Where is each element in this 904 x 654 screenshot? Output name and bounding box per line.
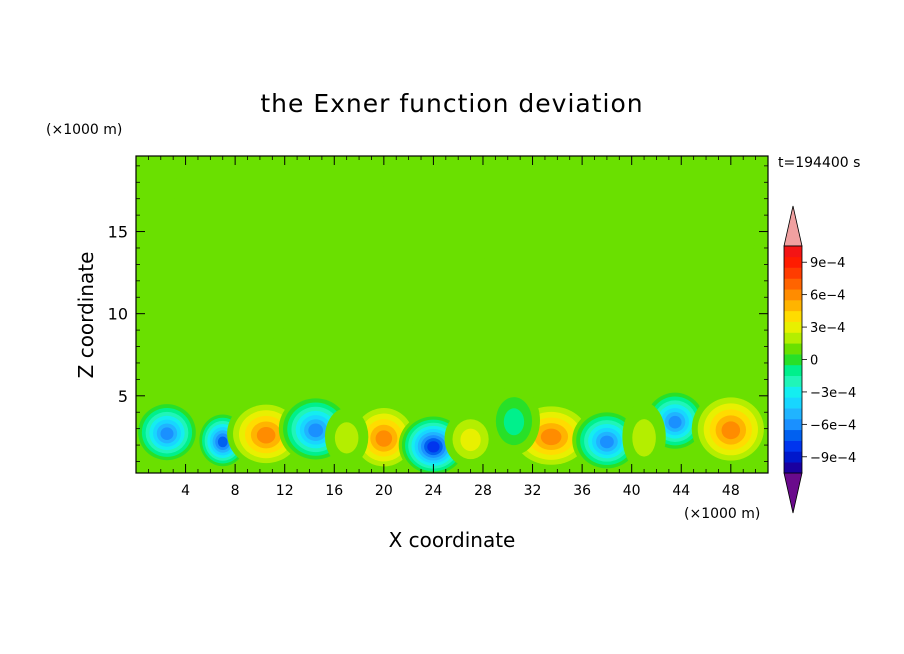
upper-band-3 (136, 303, 285, 340)
colorbar-swatch (784, 429, 802, 441)
cell-8-level-7 (599, 435, 614, 449)
y-tick-label: 5 (118, 387, 128, 406)
colorbar-label: −6e−4 (810, 418, 856, 433)
colorbar-swatch (784, 408, 802, 420)
x-tick-label: 24 (424, 483, 442, 499)
x-tick-label: 12 (276, 483, 294, 499)
cell-4-level-5 (375, 430, 393, 447)
colorbar-label: 6e−4 (810, 289, 845, 304)
cell-2-level-5 (256, 427, 276, 444)
cell-10 (691, 391, 768, 467)
cell-0 (136, 400, 200, 464)
x-tick-label: 28 (474, 483, 492, 499)
x-tick-label: 48 (722, 483, 740, 499)
plot-frame (135, 155, 769, 474)
colorbar-swatch (784, 310, 802, 322)
x-tick-label: 40 (623, 483, 641, 499)
colorbar-swatch (784, 354, 802, 366)
upper-band-4 (408, 313, 583, 363)
x-axis-unit: (×1000 m) (684, 506, 760, 522)
colorbar-swatch (784, 278, 802, 290)
x-tick-label: 44 (672, 483, 690, 499)
contour-field (136, 156, 768, 473)
cell-11-level-1 (334, 422, 359, 454)
colorbar-swatch (784, 321, 802, 333)
x-tick-label: 36 (573, 483, 591, 499)
x-tick-label: 20 (375, 483, 393, 499)
cell-0-level-7 (160, 427, 174, 441)
cell-3-level-7 (308, 423, 324, 438)
cell-5-level-9 (427, 441, 440, 453)
x-tick-label: 16 (325, 483, 343, 499)
colorbar-swatch (784, 289, 802, 301)
time-label: t=194400 s (778, 155, 860, 171)
colorbar-swatch (784, 332, 802, 344)
y-axis-label: Z coordinate (74, 252, 98, 379)
upper-band-2 (309, 267, 409, 301)
cell-12-level-2 (503, 408, 525, 436)
colorbar-swatch (784, 397, 802, 409)
colorbar-swatch (784, 386, 802, 398)
y-axis-unit: (×1000 m) (46, 122, 122, 138)
cell-13 (622, 402, 666, 472)
cell-12 (487, 385, 540, 455)
colorbar-swatch (784, 343, 802, 355)
colorbar-label: 3e−4 (810, 321, 845, 336)
cell-13-level-1 (632, 419, 656, 457)
colorbar-label: −3e−4 (810, 386, 856, 401)
colorbar-label: 9e−4 (810, 256, 845, 271)
y-tick-label: 15 (108, 223, 128, 242)
x-tick-label: 32 (524, 483, 542, 499)
y-tick-label: 10 (108, 305, 128, 324)
colorbar-swatch (784, 246, 802, 258)
colorbar-label: −9e−4 (810, 451, 856, 466)
cell-6 (444, 409, 497, 468)
cell-7-level-5 (540, 428, 562, 446)
colorbar-swatch (784, 267, 802, 279)
colorbar-swatch (784, 300, 802, 312)
colorbar-swatch (784, 256, 802, 268)
cell-1-level-8 (217, 436, 228, 448)
colorbar-swatch (784, 418, 802, 431)
colorbar-top-arrow (783, 205, 803, 247)
colorbar-swatch (784, 364, 802, 377)
upper-band-0 (173, 165, 384, 216)
x-axis-label: X coordinate (389, 528, 516, 552)
colorbar: 9e−4 6e−4 3e−4 0 −3e−4 −6e−4 −9e−4 (783, 205, 856, 514)
upper-band-1 (470, 220, 756, 260)
x-tick-label: 4 (181, 483, 190, 499)
colorbar-swatch (784, 451, 802, 463)
colorbar-label: 0 (810, 354, 818, 369)
colorbar-swatch (784, 375, 802, 387)
colorbar-bottom-arrow (783, 472, 803, 514)
cell-6-level-2 (460, 428, 481, 452)
x-tick-label: 8 (231, 483, 240, 499)
colorbar-swatch (784, 440, 802, 452)
upper-band-5 (582, 289, 756, 339)
cell-11 (324, 408, 369, 466)
colorbar-swatch (784, 462, 802, 474)
upper-band-6 (136, 356, 756, 386)
chart-title: the Exner function deviation (260, 89, 643, 118)
cell-10-level-5 (721, 421, 741, 440)
cell-9-level-7 (668, 415, 682, 429)
